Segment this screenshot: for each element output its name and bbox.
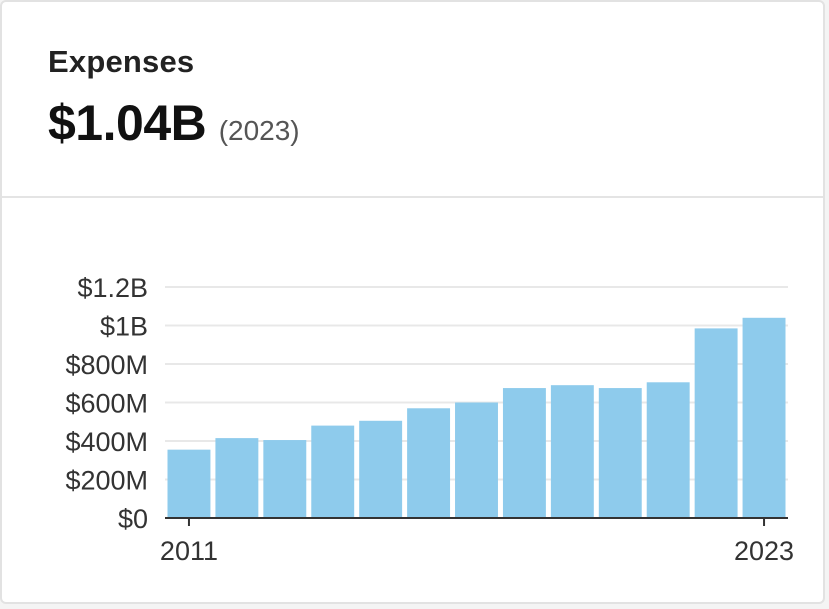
bar-2018 — [502, 388, 546, 518]
y-tick-label: $800M — [65, 350, 148, 380]
bar-2017 — [455, 402, 498, 518]
y-tick-label: $0 — [118, 504, 148, 534]
bar-2011 — [167, 449, 211, 518]
summary-value-row: $1.04B (2023) — [48, 94, 300, 152]
card-title: Expenses — [48, 44, 195, 79]
x-tick-label: 2023 — [734, 536, 794, 566]
bar-2022 — [694, 328, 738, 518]
y-tick-label: $600M — [65, 389, 148, 419]
bar-2021 — [646, 382, 690, 518]
y-tick-label: $400M — [65, 427, 148, 457]
y-tick-label: $200M — [65, 466, 148, 496]
bar-2014 — [311, 425, 355, 518]
bar-2019 — [550, 385, 594, 518]
y-tick-label: $1B — [100, 312, 148, 342]
summary-value: $1.04B — [48, 95, 207, 151]
bar-2012 — [215, 438, 259, 518]
x-tick-label: 2011 — [160, 536, 218, 566]
bar-2013 — [263, 440, 307, 518]
bar-2020 — [598, 388, 642, 518]
summary-year: (2023) — [218, 115, 300, 146]
bar-2015 — [359, 420, 403, 518]
bar-2016 — [407, 408, 451, 518]
card-header: Expenses $1.04B (2023) — [2, 2, 823, 198]
bar-2023 — [742, 317, 786, 518]
y-tick-label: $1.2B — [77, 273, 148, 303]
